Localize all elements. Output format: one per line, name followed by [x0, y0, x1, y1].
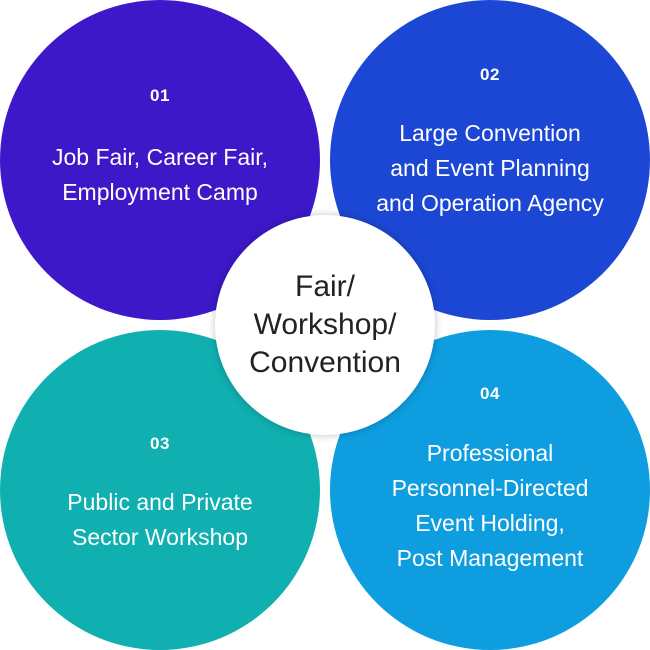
- item-label: Large Convention and Event Planning and …: [376, 120, 604, 216]
- item-number: 02: [480, 65, 500, 84]
- item-label: Public and Private Sector Workshop: [67, 489, 253, 550]
- item-number: 04: [480, 384, 500, 403]
- center-label: Fair/ Workshop/ Convention: [249, 270, 401, 379]
- item-number: 03: [150, 434, 170, 453]
- item-label: Job Fair, Career Fair, Employment Camp: [51, 144, 269, 205]
- center-hub: Fair/ Workshop/ Convention: [215, 215, 435, 435]
- item-number: 01: [150, 86, 170, 105]
- petal-01: 01 Job Fair, Career Fair, Employment Cam…: [0, 0, 320, 320]
- item-label: Professional Personnel-Directed Event Ho…: [391, 440, 589, 571]
